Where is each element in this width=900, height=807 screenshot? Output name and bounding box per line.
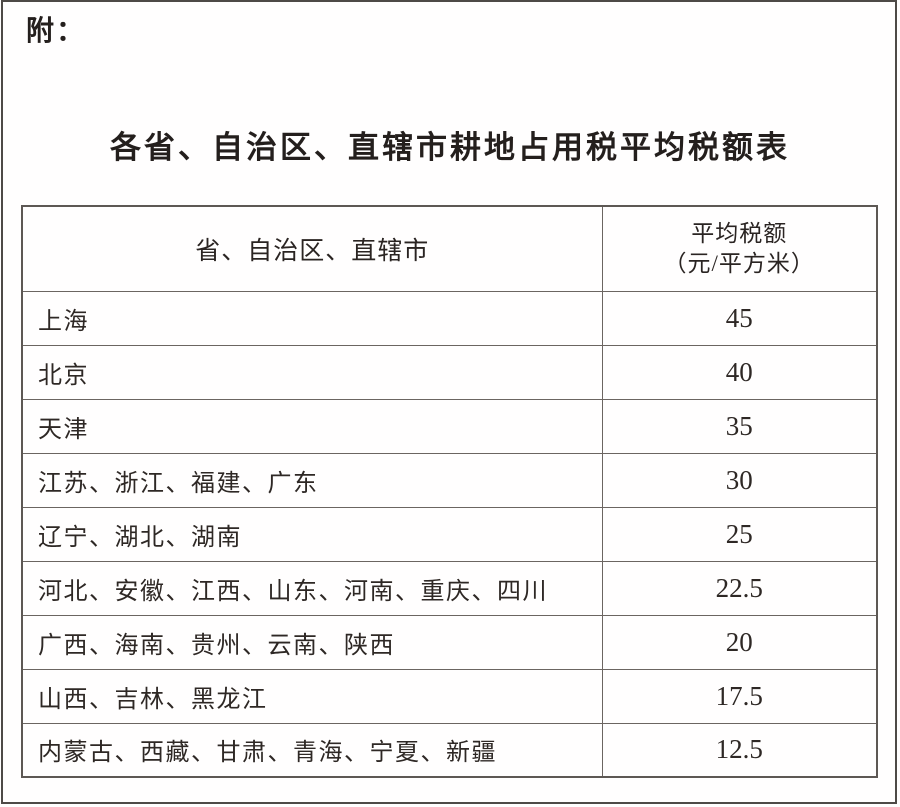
regions-cell: 江苏、浙江、福建、广东 (21, 452, 603, 508)
table-row: 广西、海南、贵州、云南、陕西 20 (21, 614, 878, 670)
regions-cell: 辽宁、湖北、湖南 (21, 506, 603, 562)
regions-cell: 河北、安徽、江西、山东、河南、重庆、四川 (21, 560, 603, 616)
rate-cell: 17.5 (601, 668, 878, 724)
regions-cell: 山西、吉林、黑龙江 (21, 668, 603, 724)
table-body: 上海 45 北京 40 天津 35 江苏、浙江、福建、广东 30 辽宁、湖北、湖南 25 河北、安徽… (21, 290, 878, 778)
table-row: 上海 45 (21, 290, 878, 346)
table-row: 北京 40 (21, 344, 878, 400)
rate-cell: 20 (601, 614, 878, 670)
rate-cell: 35 (601, 398, 878, 454)
rate-cell: 22.5 (601, 560, 878, 616)
table-row: 河北、安徽、江西、山东、河南、重庆、四川 22.5 (21, 560, 878, 616)
regions-cell: 天津 (21, 398, 603, 454)
regions-cell: 上海 (21, 290, 603, 346)
table-row: 山西、吉林、黑龙江 17.5 (21, 668, 878, 724)
page-title: 各省、自治区、直辖市耕地占用税平均税额表 (110, 130, 790, 165)
regions-cell: 北京 (21, 344, 603, 400)
rate-cell: 45 (601, 290, 878, 346)
table-header-row: 省、自治区、直辖市 平均税额 （元/平方米） (21, 205, 878, 292)
tax-rate-table: 省、自治区、直辖市 平均税额 （元/平方米） 上海 45 北京 40 天津 35 江苏、浙江… (21, 205, 878, 778)
attachment-label: 附： (26, 16, 87, 47)
rate-cell: 40 (601, 344, 878, 400)
rate-cell: 12.5 (601, 722, 878, 778)
table-row: 江苏、浙江、福建、广东 30 (21, 452, 878, 508)
column-header-regions: 省、自治区、直辖市 (21, 205, 603, 292)
column-header-average-rate: 平均税额 （元/平方米） (601, 205, 878, 292)
rate-cell: 30 (601, 452, 878, 508)
table-row: 辽宁、湖北、湖南 25 (21, 506, 878, 562)
rate-cell: 25 (601, 506, 878, 562)
rate-header-line2: （元/平方米） (663, 250, 815, 276)
table-row: 天津 35 (21, 398, 878, 454)
regions-cell: 内蒙古、西藏、甘肃、青海、宁夏、新疆 (21, 722, 603, 778)
rate-header-line1: 平均税额 (691, 220, 788, 246)
table-row: 内蒙古、西藏、甘肃、青海、宁夏、新疆 12.5 (21, 722, 878, 778)
regions-cell: 广西、海南、贵州、云南、陕西 (21, 614, 603, 670)
